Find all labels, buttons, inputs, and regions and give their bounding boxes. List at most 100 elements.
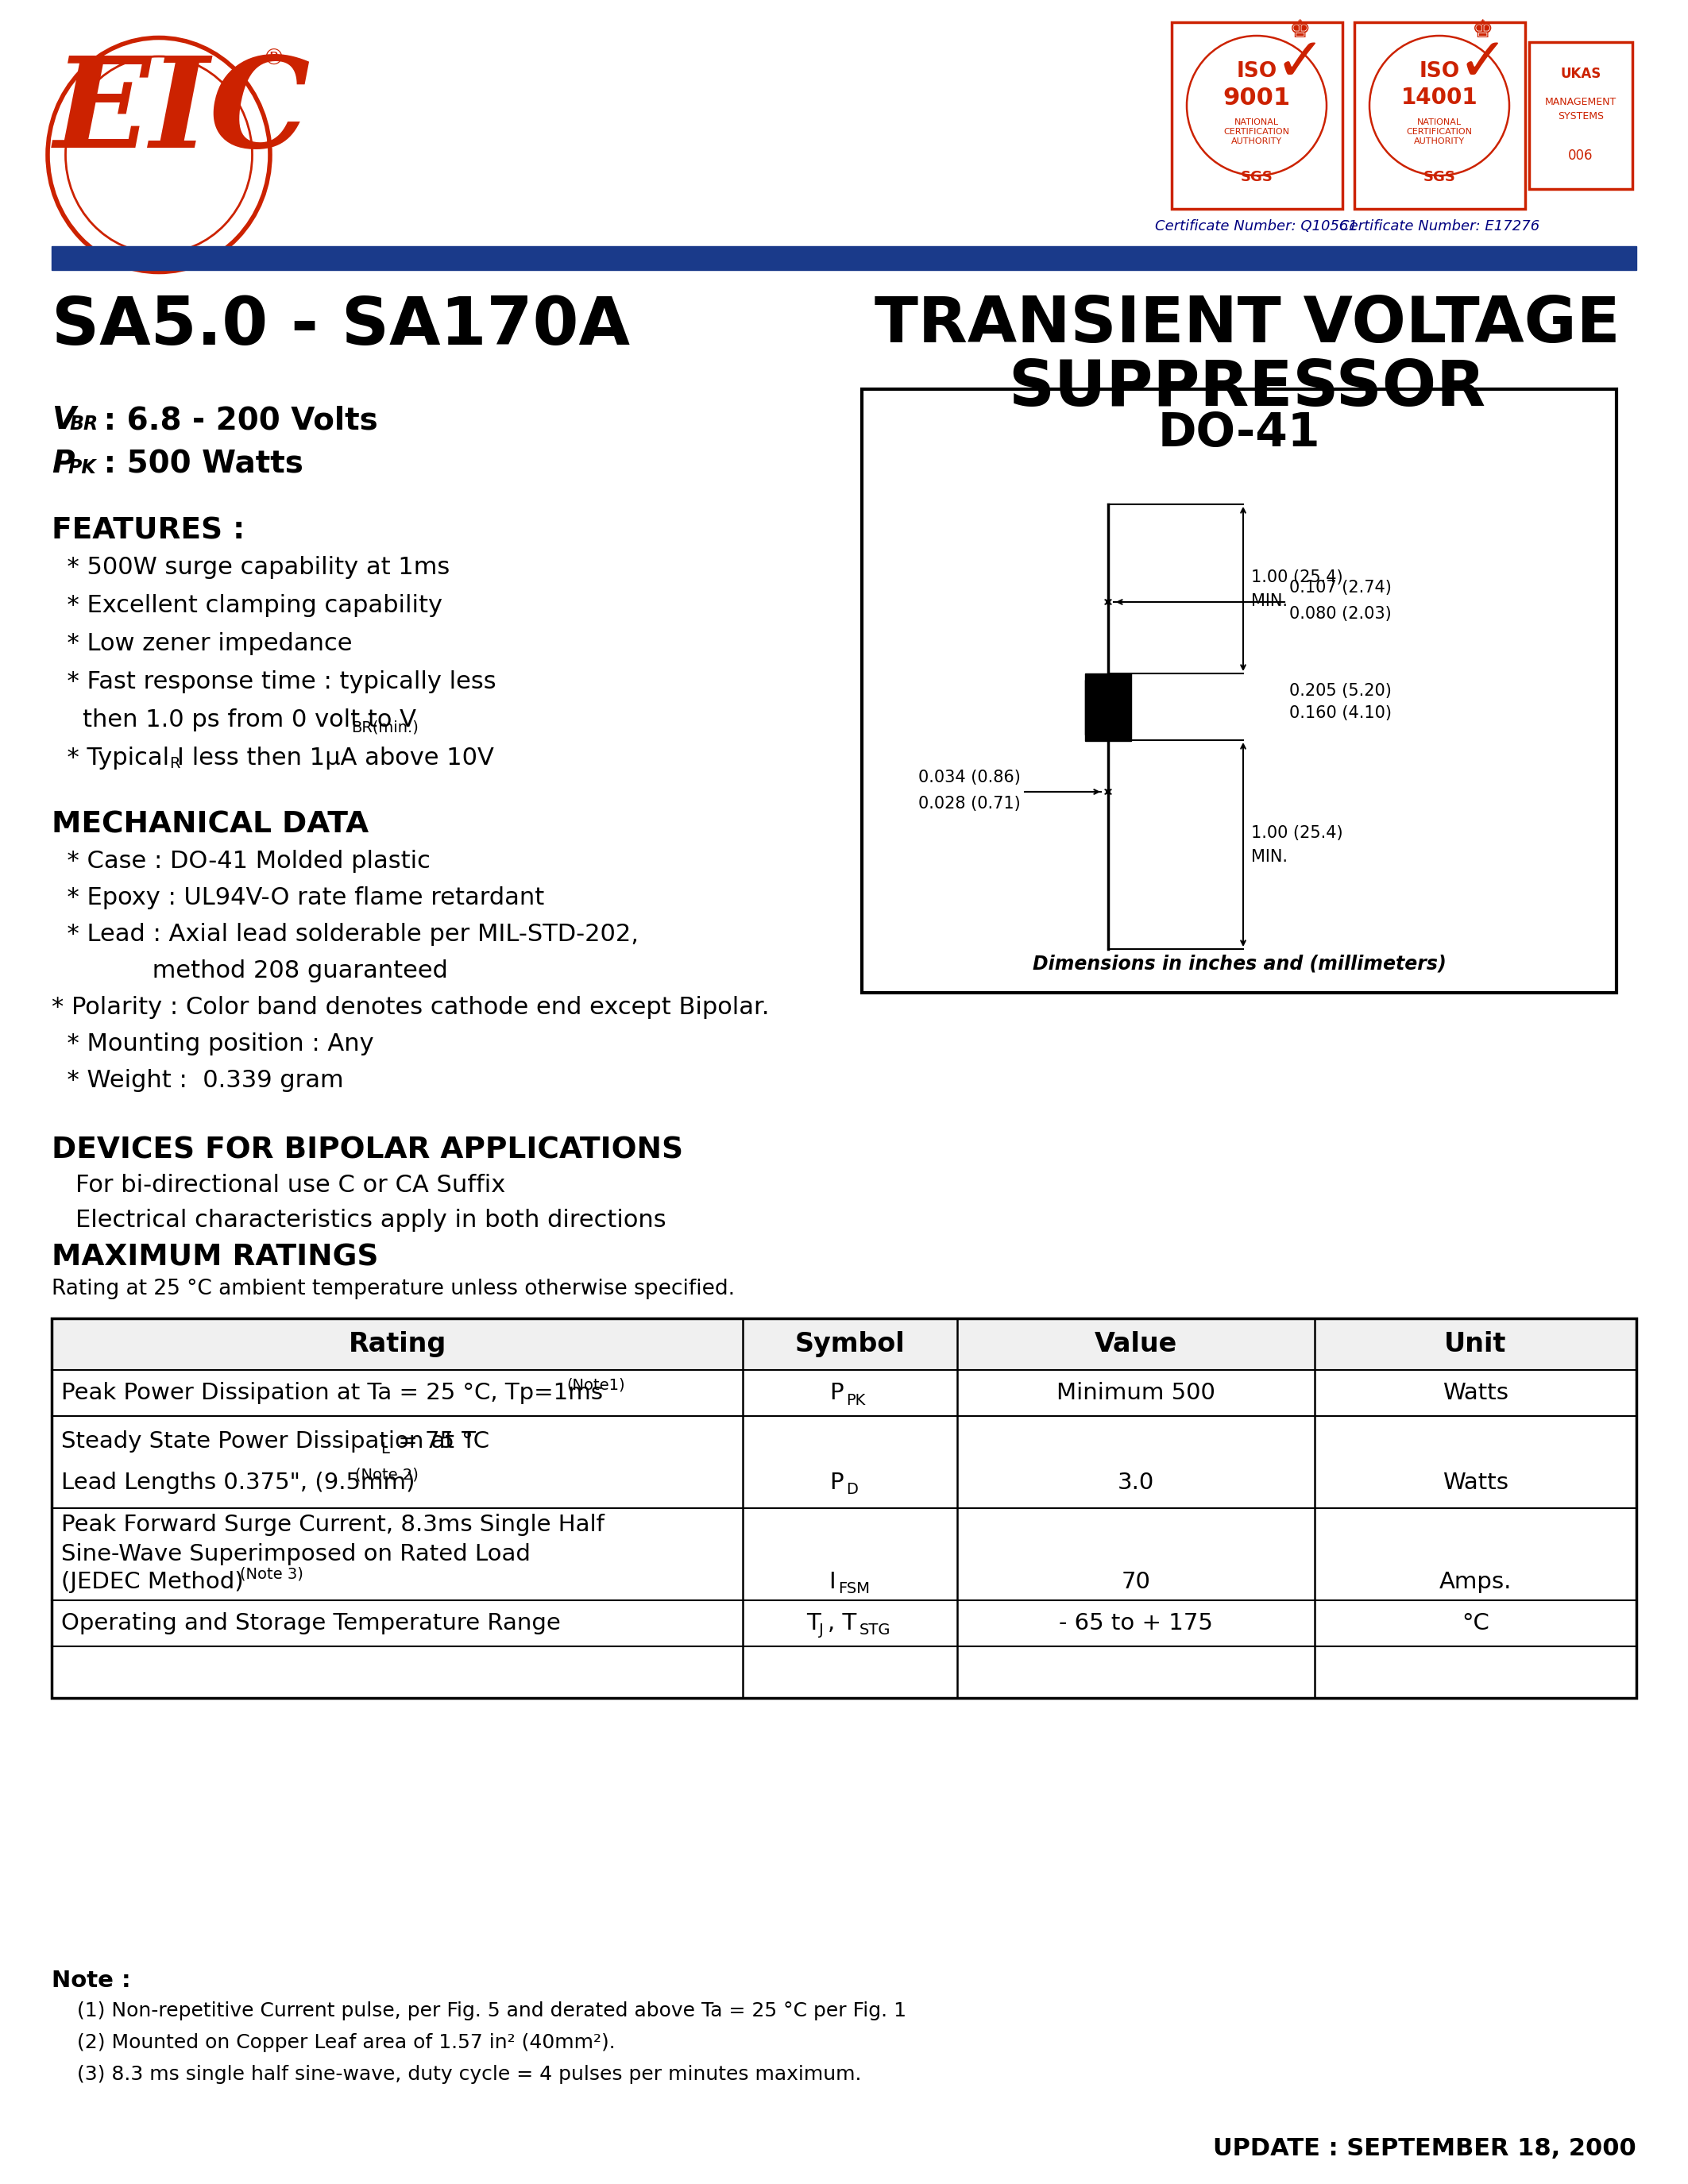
Text: D: D [846, 1483, 858, 1496]
Text: (2) Mounted on Copper Leaf area of 1.57 in² (40mm²).: (2) Mounted on Copper Leaf area of 1.57 … [52, 2033, 616, 2053]
Text: Minimum 500: Minimum 500 [1057, 1382, 1215, 1404]
Text: ®: ® [262, 48, 284, 70]
Text: Rating at 25 °C ambient temperature unless otherwise specified.: Rating at 25 °C ambient temperature unle… [52, 1278, 734, 1299]
Text: 0.160 (4.10): 0.160 (4.10) [1290, 705, 1391, 721]
Text: I: I [829, 1570, 836, 1592]
Text: PK: PK [846, 1393, 866, 1409]
Text: MAXIMUM RATINGS: MAXIMUM RATINGS [52, 1243, 378, 1271]
Text: 0.080 (2.03): 0.080 (2.03) [1290, 605, 1391, 622]
Text: (JEDEC Method): (JEDEC Method) [61, 1570, 243, 1592]
Bar [52, 247, 1636, 271]
Bar [1354, 22, 1526, 210]
Text: 1.00 (25.4): 1.00 (25.4) [1251, 826, 1344, 841]
Text: method 208 guaranteed: method 208 guaranteed [52, 959, 447, 983]
Text: Rating: Rating [348, 1330, 446, 1356]
Text: Operating and Storage Temperature Range: Operating and Storage Temperature Range [61, 1612, 560, 1634]
Text: less then 1μA above 10V: less then 1μA above 10V [184, 747, 495, 769]
Text: °C: °C [1462, 1612, 1489, 1634]
Text: SGS: SGS [1241, 170, 1273, 183]
Text: FEATURES :: FEATURES : [52, 515, 245, 544]
Text: 0.028 (0.71): 0.028 (0.71) [918, 795, 1021, 812]
Bar [52, 1319, 1636, 1369]
Text: * Epoxy : UL94V-O rate flame retardant: * Epoxy : UL94V-O rate flame retardant [52, 887, 544, 909]
Text: P: P [829, 1382, 844, 1404]
Text: 9001: 9001 [1222, 85, 1291, 109]
Text: MIN.: MIN. [1251, 592, 1288, 609]
Text: Certificate Number: E17276: Certificate Number: E17276 [1339, 218, 1539, 234]
Text: 0.107 (2.74): 0.107 (2.74) [1290, 579, 1391, 596]
Text: ISO: ISO [1236, 61, 1278, 81]
Text: SYSTEMS: SYSTEMS [1558, 111, 1604, 120]
Bar [1529, 41, 1632, 190]
Text: BR: BR [69, 415, 98, 435]
Text: 3.0: 3.0 [1117, 1472, 1155, 1494]
Text: * Excellent clamping capability: * Excellent clamping capability [52, 594, 442, 618]
Text: * Mounting position : Any: * Mounting position : Any [52, 1033, 373, 1055]
Text: * Fast response time : typically less: * Fast response time : typically less [52, 670, 496, 692]
Text: Watts: Watts [1443, 1472, 1509, 1494]
Text: PK: PK [68, 459, 96, 478]
Bar [52, 1319, 1636, 1697]
Text: P: P [52, 448, 74, 478]
Text: * Polarity : Color band denotes cathode end except Bipolar.: * Polarity : Color band denotes cathode … [52, 996, 770, 1020]
Text: Watts: Watts [1443, 1382, 1509, 1404]
Text: DO-41: DO-41 [1158, 411, 1320, 456]
Text: MECHANICAL DATA: MECHANICAL DATA [52, 810, 368, 839]
Text: - 65 to + 175: - 65 to + 175 [1058, 1612, 1214, 1634]
Bar [1085, 673, 1131, 740]
Text: ✓: ✓ [1458, 35, 1509, 94]
Text: ♚: ♚ [1290, 20, 1312, 41]
Text: Unit: Unit [1445, 1330, 1507, 1356]
Text: T: T [807, 1612, 820, 1634]
Text: L: L [381, 1441, 390, 1457]
Text: Note :: Note : [52, 1970, 130, 1992]
Text: J: J [819, 1623, 824, 1638]
Text: EIC: EIC [54, 52, 311, 175]
Text: SGS: SGS [1423, 170, 1455, 183]
Text: (3) 8.3 ms single half sine-wave, duty cycle = 4 pulses per minutes maximum.: (3) 8.3 ms single half sine-wave, duty c… [52, 2064, 861, 2084]
Text: * Case : DO-41 Molded plastic: * Case : DO-41 Molded plastic [52, 850, 430, 874]
Text: Peak Power Dissipation at Ta = 25 °C, Tp=1ms: Peak Power Dissipation at Ta = 25 °C, Tp… [61, 1382, 603, 1404]
Text: NATIONAL
CERTIFICATION
AUTHORITY: NATIONAL CERTIFICATION AUTHORITY [1406, 118, 1472, 146]
Text: Peak Forward Surge Current, 8.3ms Single Half: Peak Forward Surge Current, 8.3ms Single… [61, 1514, 604, 1535]
Text: Dimensions in inches and (millimeters): Dimensions in inches and (millimeters) [1033, 954, 1447, 972]
Text: SA5.0 - SA170A: SA5.0 - SA170A [52, 295, 630, 358]
Text: 70: 70 [1121, 1570, 1151, 1592]
Text: (Note 2): (Note 2) [354, 1468, 419, 1483]
Text: : 6.8 - 200 Volts: : 6.8 - 200 Volts [93, 404, 378, 435]
Text: 1.00 (25.4): 1.00 (25.4) [1251, 570, 1344, 585]
Text: Amps.: Amps. [1440, 1570, 1512, 1592]
Text: SUPPRESSOR: SUPPRESSOR [1008, 358, 1485, 419]
Text: * 500W surge capability at 1ms: * 500W surge capability at 1ms [52, 557, 449, 579]
Text: then 1.0 ps from 0 volt to V: then 1.0 ps from 0 volt to V [52, 708, 417, 732]
Text: R: R [169, 756, 181, 771]
Text: V: V [52, 404, 76, 435]
Text: * Typical I: * Typical I [52, 747, 184, 769]
Text: ♚: ♚ [1472, 20, 1494, 41]
Text: 0.205 (5.20): 0.205 (5.20) [1290, 684, 1391, 699]
Text: * Lead : Axial lead solderable per MIL-STD-202,: * Lead : Axial lead solderable per MIL-S… [52, 924, 638, 946]
Text: STG: STG [859, 1623, 891, 1638]
Text: 14001: 14001 [1401, 87, 1477, 109]
Text: (Note1): (Note1) [567, 1378, 625, 1393]
Text: Certificate Number: Q10561: Certificate Number: Q10561 [1155, 218, 1357, 234]
Text: * Low zener impedance: * Low zener impedance [52, 631, 353, 655]
Text: NATIONAL
CERTIFICATION
AUTHORITY: NATIONAL CERTIFICATION AUTHORITY [1224, 118, 1290, 146]
Text: : 500 Watts: : 500 Watts [93, 448, 304, 478]
Text: For bi-directional use C or CA Suffix: For bi-directional use C or CA Suffix [76, 1173, 505, 1197]
Text: ISO: ISO [1420, 61, 1460, 81]
Text: 006: 006 [1568, 149, 1593, 164]
Text: DEVICES FOR BIPOLAR APPLICATIONS: DEVICES FOR BIPOLAR APPLICATIONS [52, 1136, 684, 1164]
Text: Sine-Wave Superimposed on Rated Load: Sine-Wave Superimposed on Rated Load [61, 1544, 530, 1566]
Text: Value: Value [1094, 1330, 1177, 1356]
Text: BR(min.): BR(min.) [351, 719, 419, 734]
Text: Lead Lengths 0.375", (9.5mm): Lead Lengths 0.375", (9.5mm) [61, 1472, 415, 1494]
Text: 0.034 (0.86): 0.034 (0.86) [918, 769, 1021, 786]
Text: = 75 °C: = 75 °C [390, 1431, 490, 1452]
Text: Symbol: Symbol [795, 1330, 905, 1356]
Text: FSM: FSM [837, 1581, 869, 1597]
Text: P: P [829, 1472, 844, 1494]
Text: Steady State Power Dissipation at T: Steady State Power Dissipation at T [61, 1431, 476, 1452]
Text: * Weight :  0.339 gram: * Weight : 0.339 gram [52, 1068, 344, 1092]
Bar [863, 389, 1617, 994]
